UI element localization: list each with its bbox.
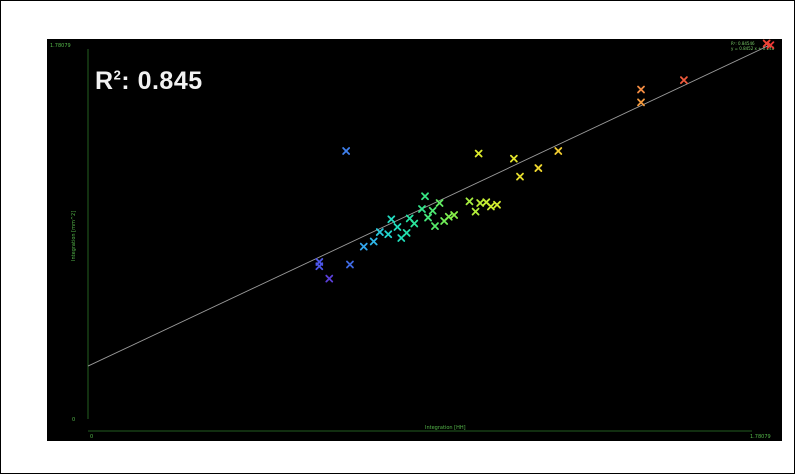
data-point: [516, 172, 524, 181]
data-point: [428, 206, 437, 215]
y-tick-min: 0: [72, 417, 75, 423]
data-point: [435, 199, 444, 207]
data-point: [766, 41, 775, 50]
data-point: [384, 230, 393, 239]
scatter-chart: 1.78079 0 0 1.78079 Integration [HH] Int…: [50, 39, 775, 440]
data-point: [431, 222, 439, 230]
regression-line: [87, 44, 771, 367]
data-point: [410, 219, 419, 228]
data-point: [554, 147, 563, 155]
legend-equation-text: y = 0.8452 x + 0.248: [731, 46, 775, 51]
data-point: [493, 200, 501, 209]
data-point: [393, 223, 402, 231]
data-point: [346, 260, 354, 269]
data-point: [474, 149, 483, 158]
data-point: [387, 215, 396, 224]
data-point: [369, 237, 378, 246]
data-point: [315, 258, 324, 266]
data-point: [402, 229, 411, 237]
data-point: [637, 85, 645, 94]
data-point: [637, 98, 645, 107]
data-point: [418, 205, 426, 213]
points-layer: [315, 39, 775, 283]
data-point: [476, 199, 485, 207]
x-tick-max: 1.78079: [750, 434, 771, 440]
data-point: [342, 147, 351, 155]
data-point: [465, 197, 474, 206]
data-point: [325, 274, 334, 283]
data-point: [486, 202, 495, 211]
legend-r2-text: R²: 0.84546: [731, 41, 755, 46]
data-point: [450, 211, 459, 219]
data-point: [509, 154, 518, 163]
r-squared-value: : 0.845: [121, 67, 203, 95]
data-point: [359, 242, 368, 251]
data-point: [762, 39, 771, 48]
x-tick-min: 0: [90, 434, 93, 440]
data-point: [375, 228, 384, 236]
x-axis-label: Integration [HH]: [425, 425, 466, 431]
r-squared-superscript: 2: [113, 67, 122, 83]
y-tick-max: 1.78079: [50, 43, 71, 49]
fit-line-layer: [87, 44, 771, 367]
data-point: [424, 213, 432, 222]
data-point: [680, 76, 688, 85]
plot-panel: 1.78079 0 0 1.78079 Integration [HH] Int…: [47, 39, 782, 441]
r-squared-prefix: R: [95, 67, 114, 95]
data-point: [471, 207, 480, 216]
data-point: [534, 164, 543, 172]
r-squared-annotation: R2: 0.845: [95, 67, 203, 96]
y-axis-label: Integration [mm^2]: [71, 211, 77, 261]
data-point: [421, 192, 429, 201]
